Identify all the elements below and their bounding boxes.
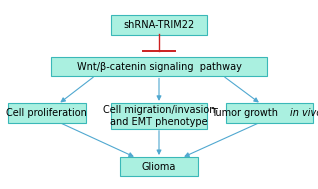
Text: Glioma: Glioma bbox=[142, 162, 176, 172]
FancyBboxPatch shape bbox=[52, 57, 266, 76]
Text: Cell proliferation: Cell proliferation bbox=[6, 108, 87, 118]
FancyBboxPatch shape bbox=[226, 103, 313, 123]
FancyBboxPatch shape bbox=[8, 103, 86, 123]
FancyBboxPatch shape bbox=[111, 15, 207, 35]
Text: in vivo: in vivo bbox=[290, 108, 318, 118]
Text: Wnt/β-catenin signaling  pathway: Wnt/β-catenin signaling pathway bbox=[77, 62, 241, 72]
FancyBboxPatch shape bbox=[120, 157, 198, 177]
FancyBboxPatch shape bbox=[111, 103, 207, 129]
Text: Cell migration/invasion
and EMT phenotype: Cell migration/invasion and EMT phenotyp… bbox=[103, 105, 215, 127]
Text: Tumor growth: Tumor growth bbox=[211, 108, 281, 118]
Text: shRNA-TRIM22: shRNA-TRIM22 bbox=[123, 20, 195, 30]
